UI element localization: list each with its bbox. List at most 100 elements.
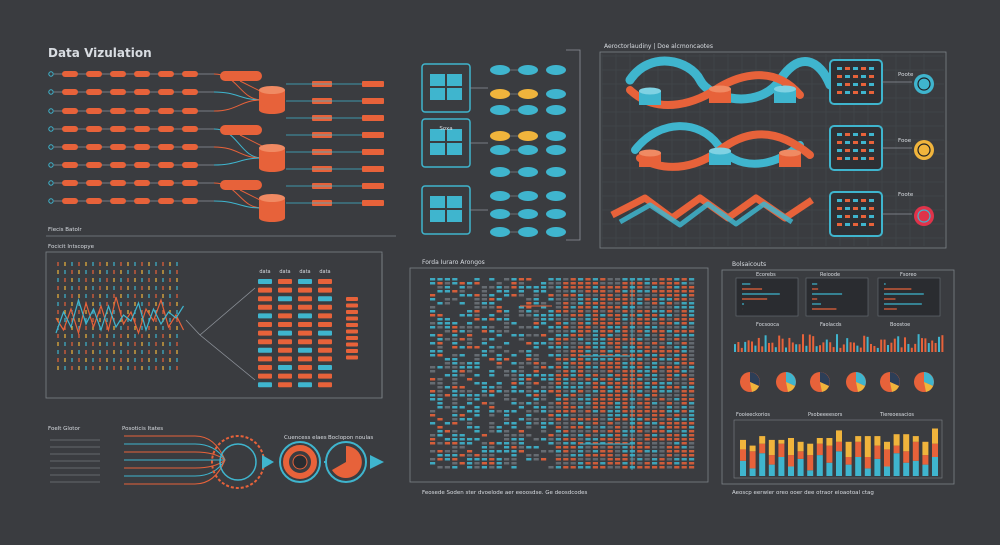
heatmap-cell: [518, 378, 524, 381]
grid-cell: [346, 336, 358, 340]
heatmap-cell: [607, 442, 613, 445]
heatmap-cell: [659, 370, 665, 373]
heatmap-cell: [459, 330, 465, 333]
heatmap-cell: [592, 354, 598, 357]
heatmap-cell: [526, 326, 532, 329]
matrix-cell: [837, 215, 842, 218]
heatmap-cell: [615, 302, 621, 305]
heatmap-cell: [585, 314, 591, 317]
mini-bar: [910, 347, 913, 352]
heatmap-cell: [607, 294, 613, 297]
heatmap-cell: [652, 282, 658, 285]
heatmap-cell: [637, 342, 643, 345]
heatmap-cell: [689, 466, 695, 469]
heatmap-cell: [659, 406, 665, 409]
heatmap-cell: [526, 362, 532, 365]
heatmap-cell: [437, 282, 443, 285]
heatmap-cell: [615, 366, 621, 369]
heatmap-cell: [526, 278, 532, 281]
heatmap-cell: [541, 366, 547, 369]
heatmap-cell: [652, 354, 658, 357]
heatmap-cell: [496, 430, 502, 433]
heatmap-cell: [496, 330, 502, 333]
heatmap-cell: [600, 462, 606, 465]
heatmap-cell: [430, 410, 436, 413]
heatmap-cell: [563, 406, 569, 409]
heatmap-cell: [481, 354, 487, 357]
heatmap-cell: [555, 406, 561, 409]
heatmap-cell: [659, 318, 665, 321]
heatmap-cell: [526, 446, 532, 449]
heatmap-cell: [629, 418, 635, 421]
heatmap-cell: [585, 278, 591, 281]
heatmap-cell: [652, 386, 658, 389]
heatmap-cell: [681, 298, 687, 301]
heatmap-cell: [430, 322, 436, 325]
tile-node: [546, 227, 566, 237]
heatmap-cell: [563, 442, 569, 445]
heatmap-cell: [489, 298, 495, 301]
heatmap-cell: [652, 390, 658, 393]
heatmap-cell: [607, 394, 613, 397]
bar-segment: [797, 441, 804, 452]
heatmap-cell: [666, 366, 672, 369]
heatmap-cell: [481, 318, 487, 321]
heatmap-cell: [600, 454, 606, 457]
bar-segment: [797, 451, 804, 459]
heatmap-cell: [541, 398, 547, 401]
heatmap-cell: [659, 398, 665, 401]
heatmap-cell: [578, 386, 584, 389]
heatmap-cell: [481, 462, 487, 465]
heatmap-cell: [496, 318, 502, 321]
mini-title-1: Ecorebs: [756, 272, 776, 278]
heatmap-cell: [666, 406, 672, 409]
pipeline-node: [86, 162, 102, 168]
heatmap-cell: [689, 310, 695, 313]
heatmap-cell: [430, 294, 436, 297]
heatmap-cell: [563, 290, 569, 293]
cycle-side-label-2: Fooe: [898, 138, 912, 144]
heatmap-cell: [689, 390, 695, 393]
tile-node: [546, 209, 566, 219]
globe-icon: [917, 143, 931, 157]
heatmap-cell: [607, 402, 613, 405]
bar-segment: [893, 453, 900, 476]
cycle-panel-frame: [599, 51, 947, 249]
heatmap-cell: [437, 406, 443, 409]
heatmap-cell: [518, 406, 524, 409]
heatmap-cell: [592, 310, 598, 313]
heatmap-cell: [615, 446, 621, 449]
heatmap-cell: [622, 394, 628, 397]
heatmap-cell: [592, 402, 598, 405]
heatmap-cell: [666, 302, 672, 305]
heatmap-cell: [659, 358, 665, 361]
pipeline-node: [62, 89, 78, 95]
database-icon: [259, 148, 285, 168]
matrix-cell: [837, 223, 842, 226]
pipeline-node: [86, 89, 102, 95]
heatmap-cell: [563, 322, 569, 325]
pipeline-node: [86, 198, 102, 204]
heatmap-cell: [533, 422, 539, 425]
tile-cell: [447, 196, 462, 208]
heatmap-cell: [637, 462, 643, 465]
heatmap-cell: [600, 434, 606, 437]
heatmap-cell: [629, 422, 635, 425]
heatmap-cell: [600, 450, 606, 453]
heatmap-cell: [666, 290, 672, 293]
heatmap-cell: [592, 362, 598, 365]
bar-segment: [768, 439, 775, 456]
matrix-cell: [845, 83, 850, 86]
heatmap-cell: [467, 454, 473, 457]
heatmap-cell: [555, 290, 561, 293]
output-node: [362, 183, 384, 189]
heatmap-cell: [629, 450, 635, 453]
cycle-side-label-1: Poote: [898, 72, 914, 78]
heatmap-cell: [489, 386, 495, 389]
mini-bar: [866, 336, 869, 352]
heatmap-cell: [504, 286, 510, 289]
heatmap-cell: [518, 390, 524, 393]
heatmap-cell: [504, 458, 510, 461]
matrix-cell: [853, 83, 858, 86]
heatmap-cell: [578, 458, 584, 461]
